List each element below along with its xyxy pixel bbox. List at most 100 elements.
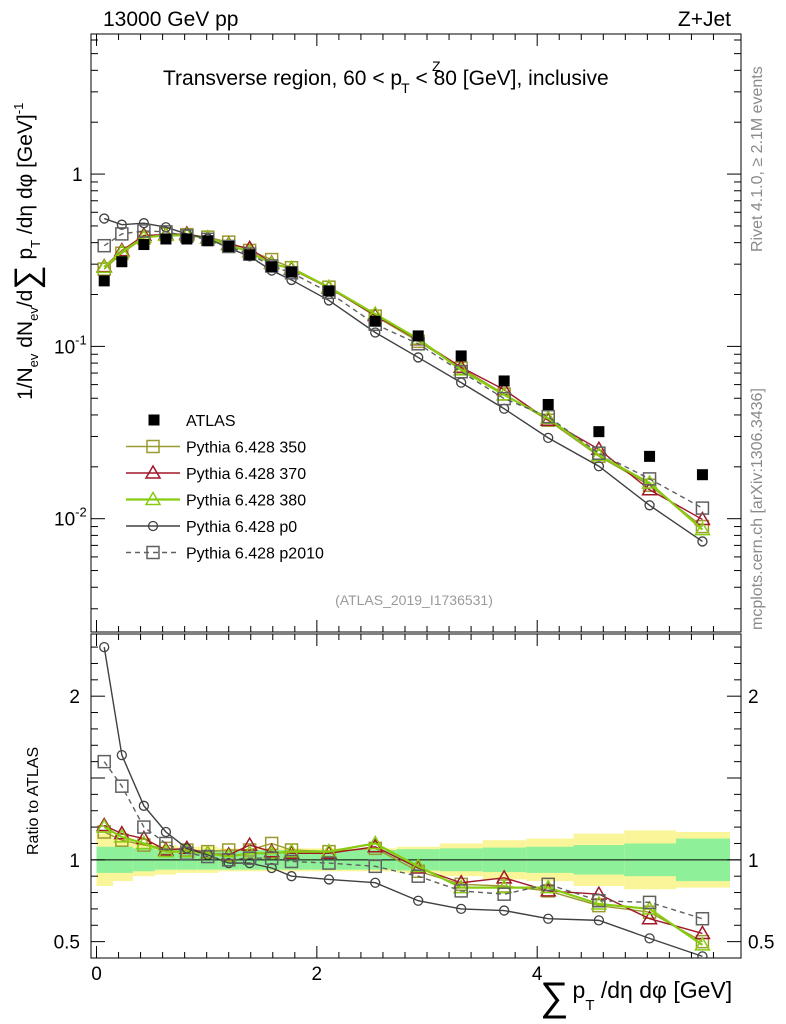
series-point-p2010 — [592, 446, 606, 460]
main-y-tick-label: 1 — [72, 165, 83, 186]
atlas-data-point — [98, 275, 110, 287]
atlas-data-point — [542, 398, 554, 410]
series-point-p2010 — [221, 239, 236, 254]
ratio-point-p370 — [495, 869, 513, 884]
series-point-p2010 — [454, 364, 468, 379]
ratio-point-p2010 — [159, 836, 173, 851]
main-y-tick-label: 10-2 — [54, 505, 87, 531]
ratio-point-pp0 — [138, 800, 150, 811]
series-point-p380 — [539, 409, 557, 425]
legend-label-atlas: ATLAS — [186, 413, 236, 430]
atlas-data-point — [412, 330, 424, 342]
series-point-pp0 — [593, 461, 605, 472]
ratio-point-p380 — [409, 857, 427, 873]
ratio-point-p2010 — [137, 820, 151, 834]
ratio-point-pp0 — [116, 749, 127, 761]
series-point-p2010 — [97, 238, 111, 253]
ratio-point-p2010 — [411, 869, 425, 883]
ratio-point-p2010 — [201, 849, 215, 864]
analysis-id: (ATLAS_2019_I1736531) — [335, 592, 493, 608]
region-title-z-sup: Z — [432, 58, 441, 74]
ratio-point-p380 — [694, 936, 711, 951]
series-line-pp0 — [103, 217, 703, 543]
atlas-data-point — [202, 235, 214, 247]
ratio-point-p2010 — [242, 851, 257, 865]
ratio-point-p380 — [157, 843, 175, 858]
atlas-data-point — [286, 266, 298, 278]
series-point-p2010 — [642, 472, 657, 486]
ratio-point-p380 — [590, 895, 608, 910]
series-point-pp0 — [116, 219, 127, 230]
ratio-point-p2010 — [97, 754, 111, 769]
atlas-data-point — [138, 239, 150, 251]
ratio-point-pp0 — [286, 871, 297, 882]
series-point-p380 — [95, 258, 113, 273]
energy-label: 13000 GeV pp — [103, 8, 238, 31]
ratio-point-p370 — [590, 885, 608, 900]
legend-label-p350: Pythia 6.428 350 — [186, 440, 306, 457]
series-point-p380 — [641, 474, 658, 489]
atlas-data-point — [323, 285, 335, 297]
ratio-point-p2010 — [115, 779, 129, 793]
ratio-point-pp0 — [644, 933, 655, 944]
series-point-p370 — [694, 510, 711, 526]
ratio-point-pp0 — [593, 915, 605, 926]
ratio-point-p2010 — [454, 884, 468, 898]
series-point-p2010 — [115, 227, 129, 241]
legend: ATLAS Pythia 6.428 350 Pythia 6.428 370 Pyt… — [126, 413, 324, 563]
x-tick-label: 0 — [91, 964, 102, 985]
atlas-data-point — [223, 240, 235, 252]
region-title-main: Transverse region, 60 < p — [163, 67, 402, 90]
series-point-p350 — [695, 519, 710, 534]
main-plot-frame — [90, 33, 742, 633]
ratio-point-p2010 — [642, 895, 657, 910]
ratio-point-p2010 — [322, 856, 336, 870]
ratio-point-pp0 — [697, 951, 708, 958]
ratio-point-p2010 — [180, 846, 194, 861]
ratio-y-tick-label-right: 2 — [748, 687, 759, 708]
ratio-y-tick-label-right: 1 — [748, 851, 759, 872]
ratio-point-p2010 — [497, 887, 511, 901]
main-y-tick-label: 10-1 — [54, 332, 87, 358]
ratio-point-pp0 — [370, 877, 381, 888]
ratio-point-pp0 — [498, 905, 510, 916]
ratio-point-p380 — [283, 843, 300, 858]
series-point-pp0 — [99, 213, 110, 224]
ratio-point-p380 — [539, 879, 557, 894]
ratio-line-p380 — [103, 826, 704, 946]
legend-marker-p2010 — [146, 545, 160, 560]
ratio-point-p380 — [495, 879, 513, 894]
tick-labels: 0 2 4 10-2 10-1 1 0.5 0.5 1 1 2 2 — [54, 165, 775, 985]
series-point-pp0 — [697, 536, 708, 547]
ratio-point-p370 — [641, 910, 658, 925]
main-y-axis-label: 1/Nev dNev/d∑ pT /dη dφ [GeV]-1 — [8, 103, 46, 400]
legend-label-pp0: Pythia 6.428 p0 — [186, 519, 297, 536]
series-point-p2010 — [541, 409, 555, 424]
ratio-point-pp0 — [543, 913, 554, 924]
atlas-data-point — [181, 233, 193, 245]
series-point-p2010 — [137, 224, 151, 238]
ratio-point-pp0 — [99, 641, 110, 653]
series-point-p380 — [694, 521, 711, 536]
ratio-point-p2010 — [368, 859, 382, 874]
ratio-point-p2010 — [695, 911, 710, 926]
ratio-point-p2010 — [221, 853, 236, 867]
atlas-data-point — [455, 350, 467, 362]
ratio-point-p380 — [220, 848, 238, 863]
atlas-data-point — [160, 233, 172, 245]
legend-label-p370: Pythia 6.428 370 — [186, 466, 306, 483]
ratio-plot-frame — [90, 633, 742, 959]
ratio-point-pp0 — [160, 826, 172, 838]
series-point-pp0 — [543, 432, 554, 444]
atlas-data-point — [116, 256, 128, 268]
ratio-point-pp0 — [323, 874, 335, 885]
ratio-point-p370 — [241, 836, 258, 851]
legend-marker-p350 — [146, 439, 160, 454]
ratio-point-p2010 — [592, 893, 606, 908]
ratio-y-tick-label: 2 — [69, 687, 80, 708]
region-title-tail: < 80 [GeV], inclusive — [410, 67, 609, 90]
atlas-data-point — [369, 315, 381, 327]
ratio-point-p370 — [113, 825, 131, 840]
region-title: Transverse region, 60 < pT < 80 [GeV], i… — [163, 67, 609, 96]
